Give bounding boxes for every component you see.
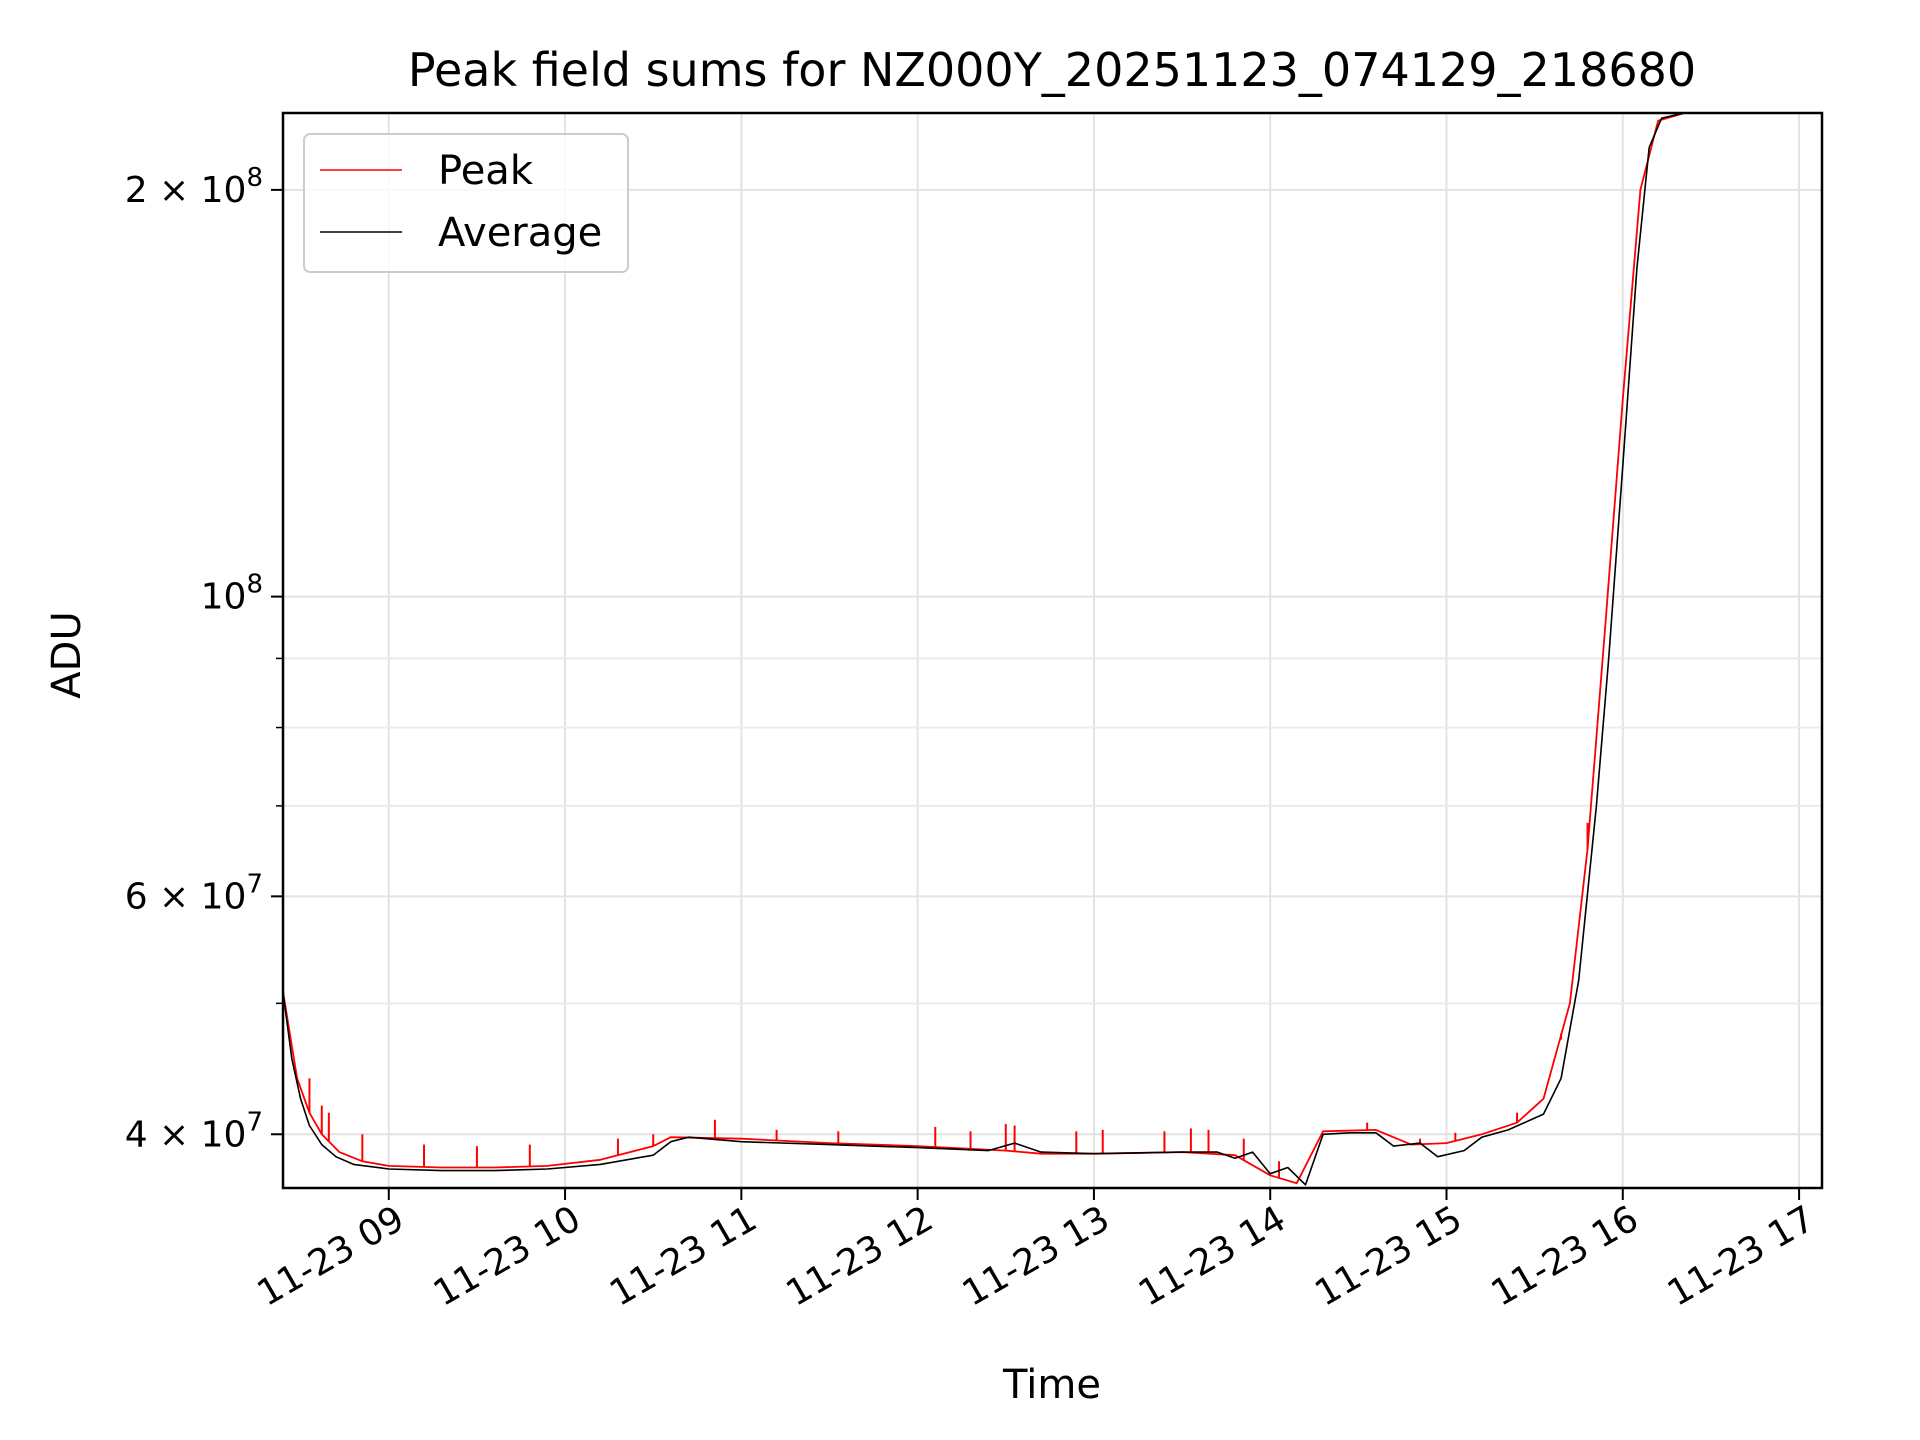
legend-average-label: Average bbox=[438, 210, 602, 256]
x-axis-label: Time bbox=[1002, 1362, 1101, 1408]
y-tick-label: 6 × 107 bbox=[125, 869, 263, 917]
legend-peak-label: Peak bbox=[438, 148, 534, 194]
plot-frame bbox=[281, 111, 1824, 1190]
series-average bbox=[283, 113, 1685, 1186]
grid bbox=[283, 113, 1822, 1188]
y-tick-label: 2 × 108 bbox=[125, 163, 263, 211]
y-tick-label: 4 × 107 bbox=[125, 1107, 263, 1155]
series-line-average bbox=[283, 113, 1685, 1186]
y-axis-label: ADU bbox=[44, 611, 90, 698]
legend-box bbox=[303, 133, 629, 273]
chart-title: Peak field sums for NZ000Y_20251123_0741… bbox=[408, 43, 1696, 97]
y-tick-label: 108 bbox=[201, 570, 263, 618]
series-layer bbox=[283, 113, 1685, 1186]
legend: Peak Average bbox=[303, 133, 629, 273]
